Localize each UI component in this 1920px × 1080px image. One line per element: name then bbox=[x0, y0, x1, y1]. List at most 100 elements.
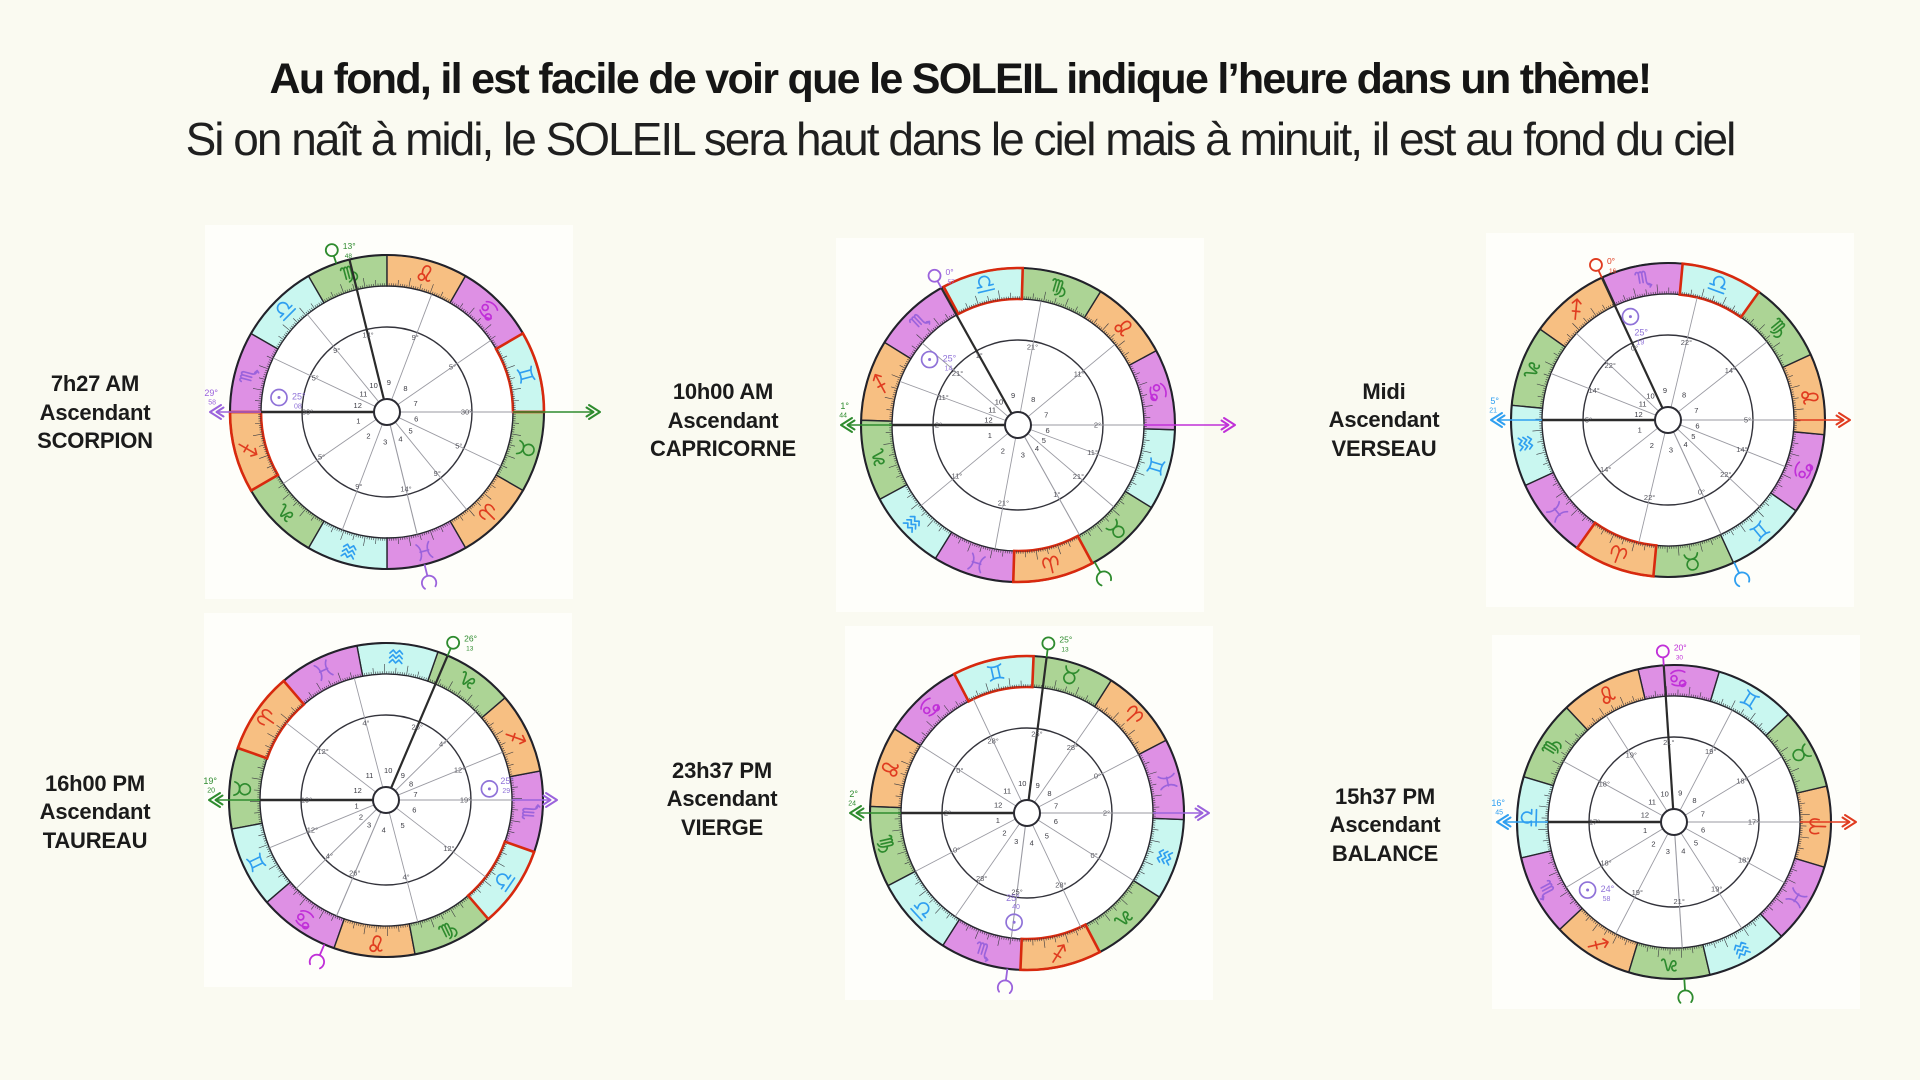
svg-text:12: 12 bbox=[353, 786, 361, 795]
svg-text:16: 16 bbox=[1609, 268, 1617, 275]
svg-text:28°: 28° bbox=[1067, 743, 1078, 752]
svg-text:5°: 5° bbox=[318, 453, 325, 462]
svg-text:12: 12 bbox=[354, 401, 362, 410]
svg-text:21°: 21° bbox=[1073, 472, 1084, 481]
svg-text:5: 5 bbox=[1691, 432, 1695, 441]
svg-text:11: 11 bbox=[1648, 797, 1656, 806]
svg-text:6: 6 bbox=[1054, 817, 1058, 826]
svg-text:14°: 14° bbox=[1588, 386, 1599, 395]
svg-text:2°: 2° bbox=[944, 809, 951, 818]
svg-text:25°: 25° bbox=[943, 354, 957, 364]
svg-text:11: 11 bbox=[359, 389, 367, 398]
svg-text:1°: 1° bbox=[1053, 490, 1060, 499]
svg-text:5: 5 bbox=[1045, 831, 1049, 840]
svg-text:1°: 1° bbox=[976, 351, 983, 360]
svg-text:0°: 0° bbox=[1631, 343, 1638, 352]
svg-text:7: 7 bbox=[414, 399, 418, 408]
svg-text:9: 9 bbox=[387, 378, 391, 387]
svg-text:44: 44 bbox=[839, 413, 847, 420]
svg-text:4: 4 bbox=[1681, 846, 1685, 855]
svg-text:30°: 30° bbox=[461, 408, 472, 417]
svg-text:5°: 5° bbox=[312, 373, 319, 382]
svg-text:4°: 4° bbox=[439, 740, 446, 749]
svg-text:19°: 19° bbox=[1626, 750, 1637, 759]
svg-text:14°: 14° bbox=[1600, 465, 1611, 474]
svg-text:11°: 11° bbox=[1087, 448, 1098, 457]
svg-text:5°: 5° bbox=[449, 362, 456, 371]
svg-text:2: 2 bbox=[1001, 447, 1005, 456]
svg-text:2: 2 bbox=[1002, 829, 1006, 838]
svg-text:2: 2 bbox=[1650, 441, 1654, 450]
svg-text:1: 1 bbox=[1638, 426, 1642, 435]
svg-text:19°: 19° bbox=[1705, 747, 1716, 756]
svg-text:10: 10 bbox=[384, 766, 392, 775]
svg-text:4: 4 bbox=[398, 435, 402, 444]
svg-text:8: 8 bbox=[403, 384, 407, 393]
svg-text:8: 8 bbox=[1692, 796, 1696, 805]
svg-text:7: 7 bbox=[413, 790, 417, 799]
svg-text:19°: 19° bbox=[203, 776, 217, 786]
svg-text:1: 1 bbox=[356, 417, 360, 426]
svg-text:29: 29 bbox=[502, 788, 510, 795]
svg-text:3: 3 bbox=[1669, 446, 1673, 455]
svg-text:19°: 19° bbox=[301, 796, 312, 805]
svg-text:25°: 25° bbox=[500, 776, 514, 786]
svg-text:14°: 14° bbox=[1725, 366, 1736, 375]
svg-text:12: 12 bbox=[1641, 810, 1649, 819]
svg-text:19°: 19° bbox=[460, 796, 471, 805]
svg-text:19: 19 bbox=[1636, 340, 1644, 347]
svg-text:0°: 0° bbox=[953, 845, 960, 854]
svg-text:9°: 9° bbox=[355, 482, 362, 491]
svg-text:21°: 21° bbox=[1674, 897, 1685, 906]
svg-text:4: 4 bbox=[1030, 838, 1034, 847]
svg-text:11°: 11° bbox=[938, 393, 949, 402]
svg-text:21: 21 bbox=[1489, 408, 1497, 415]
svg-text:9°: 9° bbox=[434, 469, 441, 478]
svg-text:20°: 20° bbox=[1674, 642, 1687, 652]
svg-text:10: 10 bbox=[995, 398, 1003, 407]
svg-text:1°: 1° bbox=[840, 401, 849, 411]
svg-text:3: 3 bbox=[1021, 450, 1025, 459]
svg-text:12°: 12° bbox=[307, 826, 318, 835]
svg-text:6: 6 bbox=[1695, 421, 1699, 430]
svg-text:16°: 16° bbox=[1491, 798, 1505, 808]
svg-text:22°: 22° bbox=[1644, 493, 1655, 502]
svg-text:12: 12 bbox=[994, 800, 1002, 809]
svg-text:6: 6 bbox=[1045, 426, 1049, 435]
svg-text:18°: 18° bbox=[1599, 779, 1610, 788]
svg-text:9°: 9° bbox=[412, 333, 419, 342]
svg-text:17°: 17° bbox=[1589, 818, 1600, 827]
svg-text:22°: 22° bbox=[1681, 338, 1692, 347]
svg-text:19°: 19° bbox=[1632, 888, 1643, 897]
svg-text:10: 10 bbox=[1646, 391, 1654, 400]
svg-text:25°: 25° bbox=[1006, 893, 1020, 903]
svg-text:5°: 5° bbox=[1585, 416, 1592, 425]
svg-text:2: 2 bbox=[359, 812, 363, 821]
svg-text:11: 11 bbox=[1639, 400, 1647, 409]
svg-text:7: 7 bbox=[1701, 810, 1705, 819]
svg-text:30°: 30° bbox=[302, 408, 313, 417]
svg-text:5°: 5° bbox=[1744, 416, 1751, 425]
svg-text:28°: 28° bbox=[976, 874, 987, 883]
svg-text:13°: 13° bbox=[343, 241, 356, 251]
svg-text:18°: 18° bbox=[1738, 856, 1749, 865]
svg-text:45: 45 bbox=[1495, 810, 1503, 817]
svg-text:1: 1 bbox=[988, 431, 992, 440]
svg-text:18°: 18° bbox=[1600, 859, 1611, 868]
svg-text:18°: 18° bbox=[1736, 776, 1747, 785]
svg-text:13: 13 bbox=[466, 646, 474, 653]
svg-text:10: 10 bbox=[1660, 789, 1668, 798]
svg-text:14°: 14° bbox=[1736, 445, 1747, 454]
svg-text:25°: 25° bbox=[1059, 634, 1072, 644]
svg-text:5: 5 bbox=[400, 821, 404, 830]
svg-text:6: 6 bbox=[414, 414, 418, 423]
svg-text:24: 24 bbox=[848, 801, 856, 808]
svg-text:26°: 26° bbox=[349, 869, 360, 878]
svg-text:2°: 2° bbox=[1103, 809, 1110, 818]
svg-text:28°: 28° bbox=[1055, 880, 1066, 889]
svg-text:11: 11 bbox=[1003, 786, 1011, 795]
svg-text:3: 3 bbox=[383, 438, 387, 447]
svg-text:25°: 25° bbox=[1031, 730, 1042, 739]
svg-text:9: 9 bbox=[1678, 788, 1682, 797]
svg-text:2: 2 bbox=[366, 431, 370, 440]
